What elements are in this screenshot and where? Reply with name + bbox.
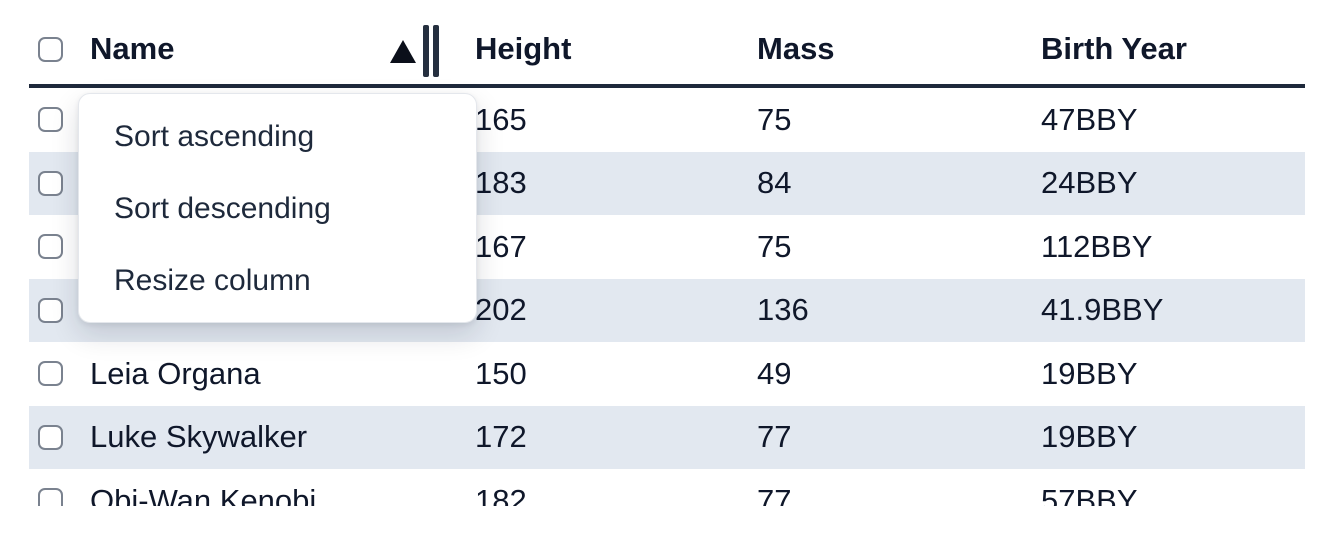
row-checkbox-cell (29, 297, 90, 323)
menu-item-sort-ascending[interactable]: Sort ascending (114, 120, 315, 153)
row-checkbox-cell (29, 361, 90, 387)
cell-height: 202 (475, 292, 527, 328)
row-checkbox[interactable] (38, 107, 63, 133)
table-row: Leia Organa 150 49 19BBY (29, 342, 1305, 406)
cell-height: 183 (475, 165, 527, 201)
sort-ascending-icon (390, 40, 416, 63)
row-checkbox-cell (29, 488, 90, 506)
cell-mass: 49 (757, 355, 792, 391)
column-resize-handle[interactable] (423, 25, 439, 77)
cell-mass: 77 (757, 419, 792, 455)
column-context-menu: Sort ascending Sort descending Resize co… (78, 93, 477, 323)
cell-name: Leia Organa (90, 355, 261, 391)
row-checkbox[interactable] (38, 424, 63, 450)
column-header-mass[interactable]: Mass (757, 31, 835, 66)
column-header-birth-year[interactable]: Birth Year (1041, 31, 1187, 66)
cell-height: 172 (475, 419, 527, 455)
cell-birth-year: 57BBY (1041, 482, 1138, 506)
row-checkbox[interactable] (38, 170, 63, 196)
cell-height: 150 (475, 355, 527, 391)
table-row: Luke Skywalker 172 77 19BBY (29, 405, 1305, 469)
row-checkbox-cell (29, 424, 90, 450)
row-checkbox-cell (29, 234, 90, 260)
header-checkbox-cell (29, 36, 90, 62)
select-all-checkbox[interactable] (38, 36, 63, 62)
cell-birth-year: 112BBY (1041, 228, 1153, 264)
cell-birth-year: 41.9BBY (1041, 292, 1164, 328)
characters-table: Name Height Mass Birth Year 165 75 47BBY… (29, 0, 1305, 506)
cell-mass: 77 (757, 482, 792, 506)
cell-mass: 84 (757, 165, 792, 201)
cell-name: Luke Skywalker (90, 419, 308, 455)
cell-name: Obi-Wan Kenobi (90, 482, 317, 506)
row-checkbox[interactable] (38, 488, 63, 506)
table-row: 165 75 47BBY (29, 88, 1305, 152)
menu-item-resize-column[interactable]: Resize column (114, 264, 311, 297)
cell-birth-year: 19BBY (1041, 355, 1138, 391)
cell-height: 182 (475, 482, 527, 506)
table-row: Obi-Wan Kenobi 182 77 57BBY (29, 469, 1305, 506)
column-header-height[interactable]: Height (475, 31, 572, 66)
cell-height: 165 (475, 101, 527, 137)
cell-mass: 136 (757, 292, 809, 328)
row-checkbox[interactable] (38, 361, 63, 387)
cell-mass: 75 (757, 101, 792, 137)
cell-mass: 75 (757, 228, 792, 264)
column-header-name[interactable]: Name (90, 14, 475, 84)
cell-birth-year: 47BBY (1041, 101, 1138, 137)
menu-item-sort-descending[interactable]: Sort descending (114, 192, 331, 225)
cell-height: 167 (475, 228, 527, 264)
cell-birth-year: 19BBY (1041, 419, 1138, 455)
row-checkbox[interactable] (38, 234, 63, 260)
table-row: 167 75 112BBY (29, 215, 1305, 279)
table-header-row: Name Height Mass Birth Year (29, 0, 1305, 88)
row-checkbox[interactable] (38, 297, 63, 323)
column-header-name-label: Name (90, 31, 175, 66)
row-checkbox-cell (29, 170, 90, 196)
row-checkbox-cell (29, 107, 90, 133)
cell-birth-year: 24BBY (1041, 165, 1138, 201)
